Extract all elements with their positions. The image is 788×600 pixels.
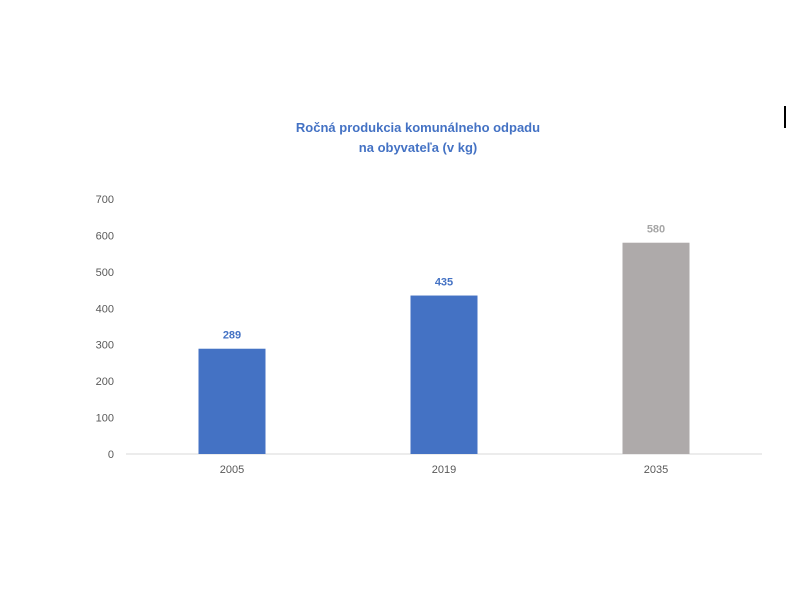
bars bbox=[198, 242, 690, 454]
data-label: 580 bbox=[647, 224, 665, 236]
y-tick-label: 400 bbox=[96, 303, 114, 315]
x-tick-label: 2035 bbox=[644, 464, 668, 476]
y-tick-label: 200 bbox=[96, 376, 114, 388]
y-tick-label: 300 bbox=[96, 340, 114, 352]
y-tick-label: 100 bbox=[96, 413, 114, 425]
data-label: 289 bbox=[223, 330, 241, 342]
text-cursor-mark bbox=[784, 106, 786, 128]
y-tick-label: 500 bbox=[96, 267, 114, 279]
x-tick-label: 2019 bbox=[432, 464, 456, 476]
data-label: 435 bbox=[435, 277, 453, 289]
chart-title-line-2: na obyvateľa (v kg) bbox=[358, 140, 478, 155]
y-tick-label: 600 bbox=[96, 230, 114, 242]
x-axis-ticks: 2005 2019 2035 bbox=[220, 464, 668, 476]
y-axis-ticks: 0 100 200 300 400 500 600 700 bbox=[96, 194, 114, 461]
bar-2019 bbox=[410, 295, 478, 454]
data-labels: 289 435 580 bbox=[223, 224, 665, 342]
y-tick-label: 700 bbox=[96, 194, 114, 206]
chart-title-line-1: Ročná produkcia komunálneho odpadu bbox=[295, 120, 541, 135]
y-tick-label: 0 bbox=[108, 449, 114, 461]
bar-2035 bbox=[622, 242, 690, 454]
bar-2005 bbox=[198, 348, 266, 454]
x-tick-label: 2005 bbox=[220, 464, 244, 476]
chart-title: Ročná produkcia komunálneho odpadu na ob… bbox=[0, 118, 788, 158]
